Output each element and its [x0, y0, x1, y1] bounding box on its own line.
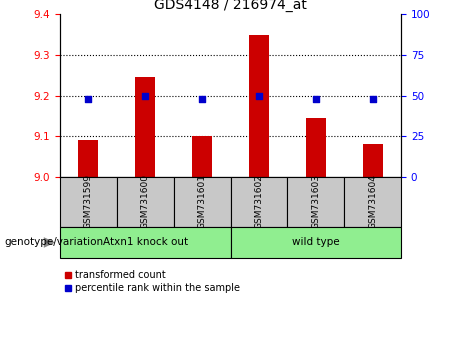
Polygon shape [44, 237, 55, 248]
Bar [306, 118, 326, 177]
Legend: transformed count, percentile rank within the sample: transformed count, percentile rank withi… [65, 270, 241, 293]
Text: GSM731599: GSM731599 [84, 174, 93, 229]
Bar [287, 177, 344, 227]
Point [198, 96, 206, 102]
Bar [363, 144, 383, 177]
Text: GSM731601: GSM731601 [198, 174, 207, 229]
Title: GDS4148 / 216974_at: GDS4148 / 216974_at [154, 0, 307, 12]
Bar [60, 177, 117, 227]
Text: GSM731604: GSM731604 [368, 174, 377, 229]
Text: GSM731603: GSM731603 [311, 174, 320, 229]
Text: wild type: wild type [292, 238, 340, 247]
Bar [344, 177, 401, 227]
Bar [174, 177, 230, 227]
Bar [230, 177, 287, 227]
Text: GSM731600: GSM731600 [141, 174, 150, 229]
Point [369, 96, 376, 102]
Text: GSM731602: GSM731602 [254, 174, 263, 229]
Bar [78, 141, 98, 177]
Point [312, 96, 319, 102]
Bar [230, 227, 401, 258]
Point [142, 93, 149, 98]
Bar [60, 227, 230, 258]
Point [255, 93, 263, 98]
Bar [249, 35, 269, 177]
Text: Atxn1 knock out: Atxn1 knock out [103, 238, 188, 247]
Bar [117, 177, 174, 227]
Bar [135, 77, 155, 177]
Point [85, 96, 92, 102]
Text: genotype/variation: genotype/variation [5, 238, 104, 247]
Bar [192, 136, 212, 177]
